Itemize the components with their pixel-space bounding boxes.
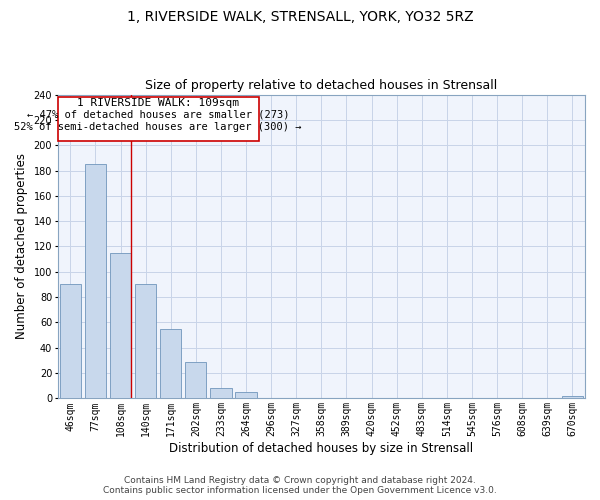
Bar (110, 253, 131, 398)
FancyBboxPatch shape (58, 97, 259, 142)
Bar (160, 329, 181, 398)
Bar (235, 392, 257, 398)
Bar (59, 284, 81, 399)
X-axis label: Distribution of detached houses by size in Strensall: Distribution of detached houses by size … (169, 442, 473, 455)
Bar (85, 164, 106, 398)
Y-axis label: Number of detached properties: Number of detached properties (15, 154, 28, 340)
Text: 1 RIVERSIDE WALK: 109sqm: 1 RIVERSIDE WALK: 109sqm (77, 98, 239, 108)
Text: ← 47% of detached houses are smaller (273): ← 47% of detached houses are smaller (27… (27, 110, 289, 120)
Bar (562, 396, 583, 398)
Bar (210, 388, 232, 398)
Text: 1, RIVERSIDE WALK, STRENSALL, YORK, YO32 5RZ: 1, RIVERSIDE WALK, STRENSALL, YORK, YO32… (127, 10, 473, 24)
Text: Contains HM Land Registry data © Crown copyright and database right 2024.
Contai: Contains HM Land Registry data © Crown c… (103, 476, 497, 495)
Text: 52% of semi-detached houses are larger (300) →: 52% of semi-detached houses are larger (… (14, 122, 302, 132)
Bar (135, 284, 156, 399)
Title: Size of property relative to detached houses in Strensall: Size of property relative to detached ho… (145, 79, 497, 92)
Bar (185, 362, 206, 399)
